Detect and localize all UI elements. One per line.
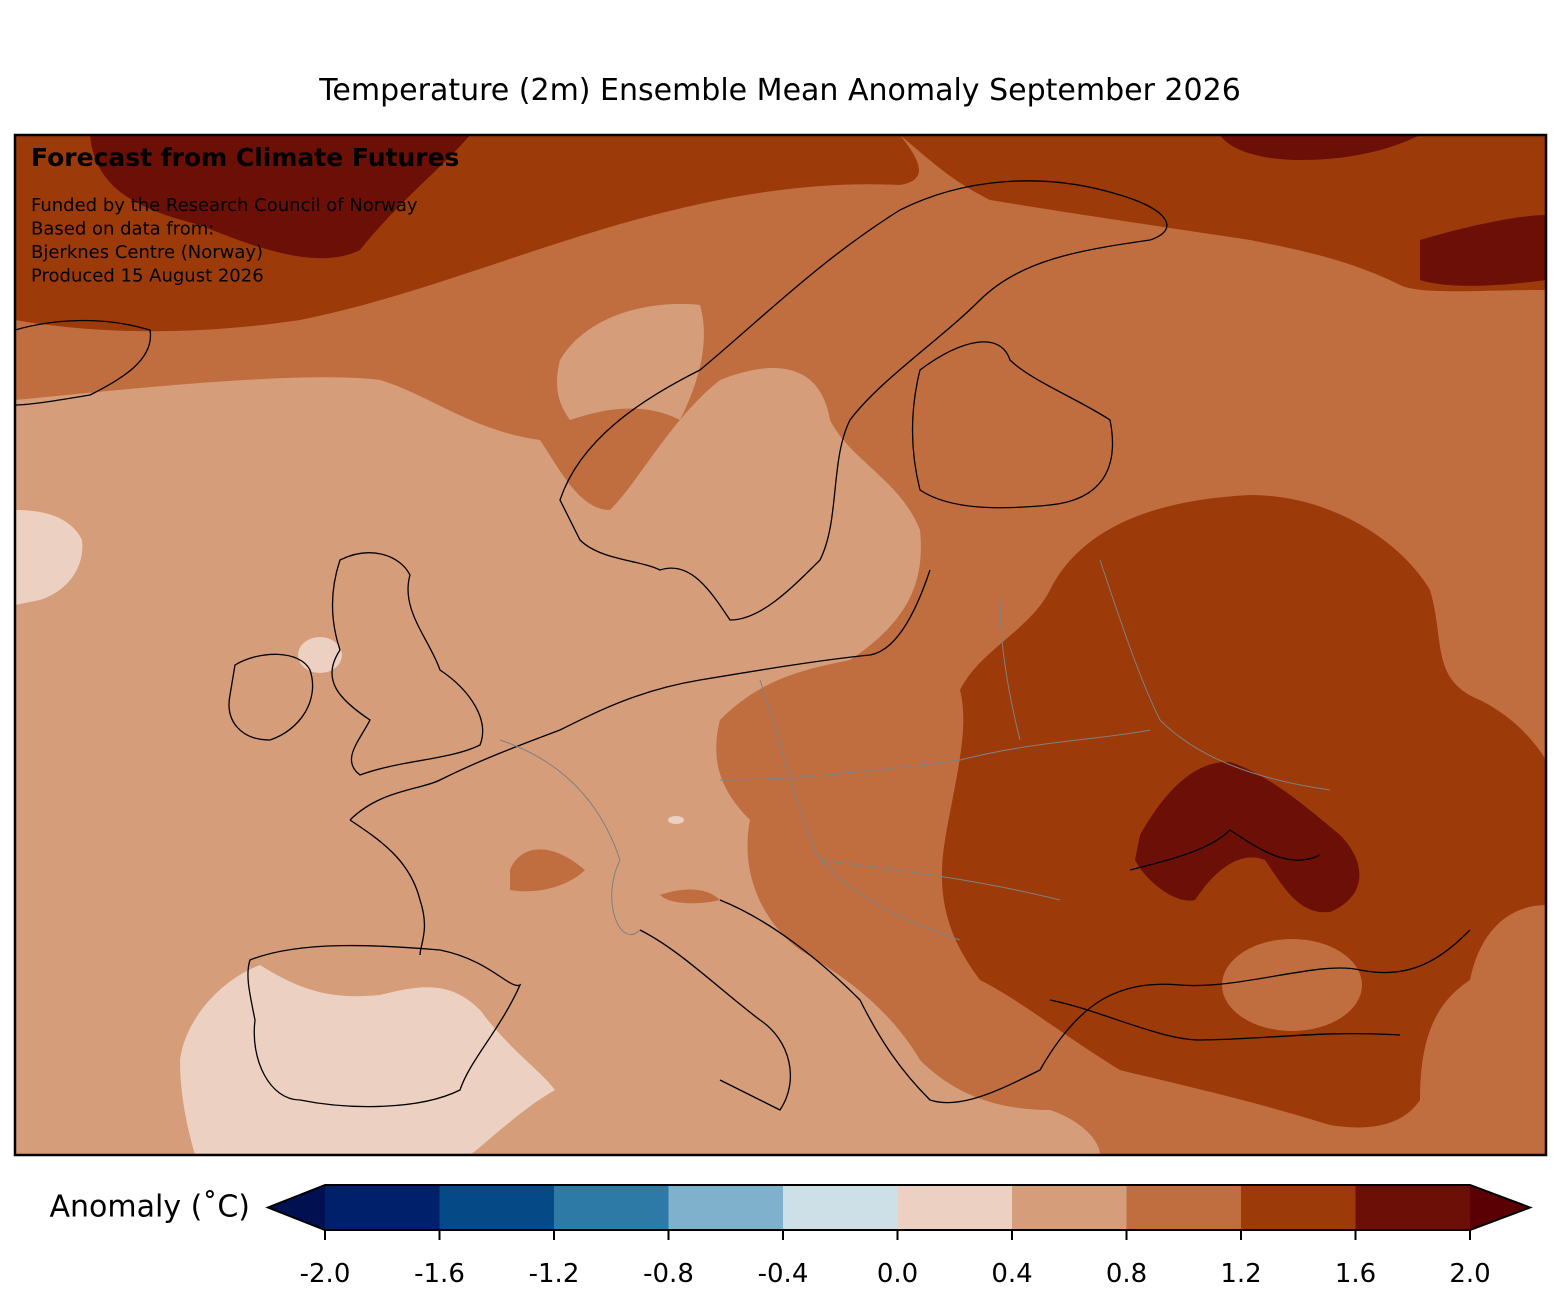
- contour-fill: [1420, 215, 1546, 286]
- coastline: [1049, 999, 1401, 1041]
- coastline: [639, 929, 792, 1111]
- annotation: Based on data from:: [31, 219, 214, 240]
- coastline: [349, 819, 426, 956]
- coastline: [331, 552, 484, 776]
- map-frame: [13, 133, 1548, 1157]
- annotation-heading: Forecast from Climate Futures: [31, 143, 459, 172]
- contour-fill: [1220, 135, 1420, 160]
- colorbar-tick-label: -1.2: [529, 1259, 580, 1289]
- colorbar-bin: [783, 1185, 898, 1230]
- coastline: [719, 899, 1471, 1104]
- colorbar-tick-label: 1.2: [1220, 1259, 1261, 1289]
- colorbar-tick-label: -1.6: [414, 1259, 465, 1289]
- contour-fill: [900, 135, 1546, 292]
- border: [499, 559, 1331, 941]
- colorbar-bin: [439, 1185, 555, 1230]
- contour-fill: [1135, 761, 1360, 913]
- annotation: Produced 15 August 2026: [31, 266, 264, 287]
- colorbar-tick-label: 0.8: [1106, 1259, 1147, 1289]
- annotation: Funded by the Research Council of Norway: [31, 195, 418, 216]
- colorbar-tick-label: 2.0: [1449, 1259, 1490, 1289]
- colorbar-bin: [325, 1185, 440, 1230]
- colorbar-bin: [1355, 1185, 1471, 1230]
- colorbar-tick-label: -0.8: [643, 1259, 694, 1289]
- coastline: [349, 569, 931, 821]
- contour-fill: [15, 368, 1100, 1155]
- contour-fill: [90, 135, 470, 259]
- colorbar-tick-label: -2.0: [300, 1259, 351, 1289]
- coastline: [15, 319, 152, 406]
- colorbar: -2.0 -1.6 -1.2 -0.8 -0.4 0.0 0.4 0.8 1.2 1.6 2.0: [265, 1184, 1533, 1289]
- colorbar-tick-label: 1.6: [1335, 1259, 1376, 1289]
- coastline: [911, 341, 1114, 509]
- contour-fill: [298, 637, 342, 673]
- contour-fill: [557, 303, 704, 420]
- contour-fill: [15, 510, 83, 605]
- annotation: Bjerknes Centre (Norway): [31, 242, 263, 263]
- colorbar-bin: [1241, 1185, 1356, 1230]
- colorbar-tick-label: 0.4: [991, 1259, 1032, 1289]
- contour-fill: [510, 849, 720, 904]
- contour-fill: [1222, 939, 1362, 1031]
- colorbar-bin: [897, 1185, 1013, 1230]
- colorbar-bin: [554, 1185, 669, 1230]
- colorbar-tick-label: 0.0: [877, 1259, 918, 1289]
- colorbar-bin: [1012, 1185, 1127, 1230]
- colorbar-label: Anomaly (˚C): [50, 1190, 250, 1225]
- coastline: [1129, 829, 1321, 871]
- colorbar-extend-low: [268, 1185, 325, 1230]
- coastline: [228, 653, 314, 741]
- colorbar-tick-label: -0.4: [758, 1259, 809, 1289]
- contour-fill: [180, 965, 555, 1155]
- coastline: [559, 180, 1168, 621]
- contour-fill: [668, 816, 684, 824]
- colorbar-bin: [1126, 1185, 1242, 1230]
- colorbar-extend-high: [1470, 1185, 1530, 1230]
- title: Temperature (2m) Ensemble Mean Anomaly S…: [318, 73, 1241, 108]
- coastline: [247, 944, 522, 1108]
- annotations: Forecast from Climate Futures Funded by t…: [31, 143, 459, 287]
- colorbar-bin: [668, 1185, 784, 1230]
- map: [15, 135, 1546, 1155]
